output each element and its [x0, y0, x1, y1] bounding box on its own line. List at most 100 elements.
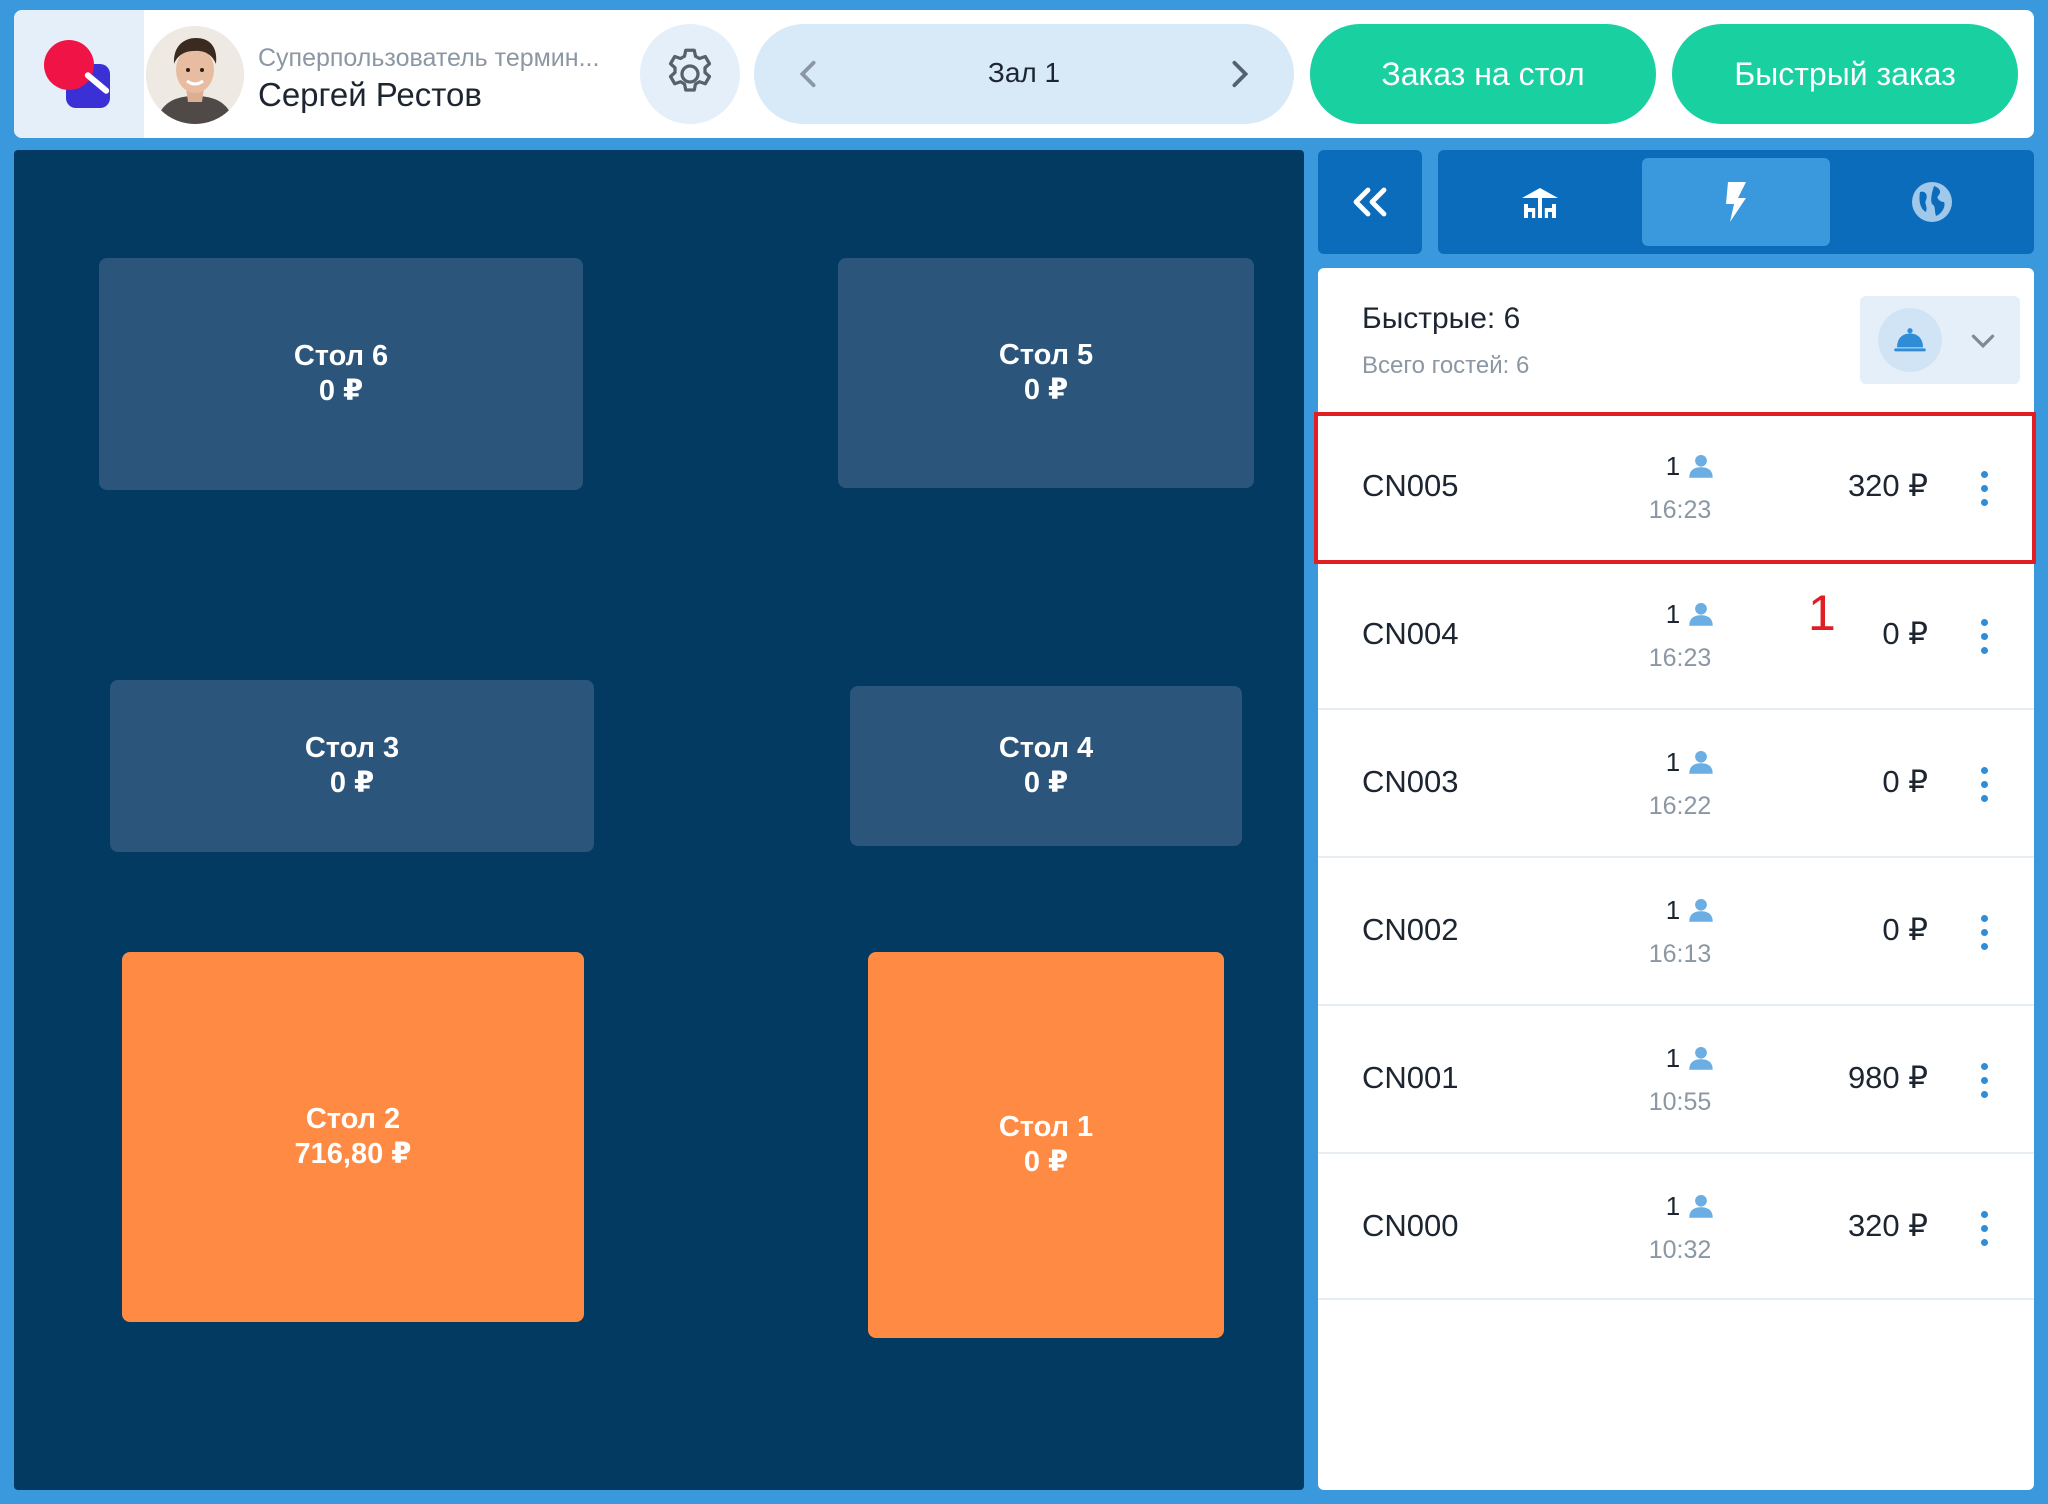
kebab-dot-icon	[1980, 498, 1988, 506]
tab-tables[interactable]	[1446, 158, 1634, 246]
order-id: CN005	[1362, 468, 1459, 503]
chevron-left-icon	[799, 60, 816, 88]
app-logo	[14, 10, 144, 138]
kebab-dot-icon	[1980, 618, 1988, 626]
guest-count: 1	[1665, 746, 1681, 777]
order-row-cn002[interactable]: CN002 1 16:13 0 ₽	[1318, 856, 2034, 1004]
kebab-dot-icon	[1980, 1090, 1988, 1098]
kebab-dot-icon	[1980, 632, 1988, 640]
order-guests: 1	[1630, 1188, 1750, 1224]
order-guests: 1	[1630, 1040, 1750, 1076]
globe-icon	[1912, 182, 1952, 222]
user-avatar[interactable]	[146, 26, 244, 124]
kebab-dot-icon	[1980, 794, 1988, 802]
order-sum: 0 ₽	[1882, 616, 1928, 651]
quick-order-button[interactable]: Быстрый заказ	[1672, 24, 2018, 124]
table-name: Стол 3	[304, 732, 400, 764]
chevron-down-icon	[1966, 324, 2000, 358]
order-id: CN001	[1362, 1060, 1459, 1095]
logo-circle	[44, 40, 94, 90]
order-menu-button[interactable]	[1972, 1048, 1996, 1112]
guest-count: 1	[1665, 598, 1681, 629]
lightning-icon	[1726, 182, 1746, 222]
person-icon	[1689, 1194, 1713, 1218]
table-name: Стол 6	[293, 340, 389, 372]
annotation-callout-number: 1	[1808, 585, 1836, 641]
double-chevron-left-icon	[1353, 187, 1387, 217]
table-name: Стол 5	[998, 339, 1094, 371]
settings-button[interactable]	[640, 24, 740, 124]
cloche-icon	[1878, 308, 1942, 372]
order-guests: 1	[1630, 744, 1750, 780]
order-sum: 980 ₽	[1847, 1060, 1928, 1095]
collapse-panel-button[interactable]	[1318, 150, 1422, 254]
table-amount: 0 ₽	[1023, 767, 1069, 799]
panel-tabs	[1438, 150, 2034, 254]
table-name: Стол 4	[998, 732, 1094, 764]
order-time: 16:22	[1648, 792, 1712, 820]
table-name: Стол 2	[305, 1103, 401, 1135]
table-2[interactable]: Стол 2 716,80 ₽	[122, 952, 584, 1322]
order-row-cn004[interactable]: CN004 1 16:23 0 ₽	[1318, 560, 2034, 708]
order-filter-dropdown[interactable]	[1860, 296, 2020, 384]
guest-count: 1	[1665, 1190, 1681, 1221]
order-id: CN000	[1362, 1208, 1459, 1243]
order-menu-button[interactable]	[1972, 604, 1996, 668]
order-menu-button[interactable]	[1972, 1196, 1996, 1260]
table-3[interactable]: Стол 3 0 ₽	[110, 680, 594, 852]
tab-web-orders[interactable]	[1838, 158, 2026, 246]
avatar-portrait-icon	[146, 26, 244, 124]
order-menu-button[interactable]	[1972, 456, 1996, 520]
table-1[interactable]: Стол 1 0 ₽	[868, 952, 1224, 1338]
order-sum: 0 ₽	[1882, 764, 1928, 799]
table-amount: 0 ₽	[1023, 1146, 1069, 1178]
order-guests: 1	[1630, 892, 1750, 928]
next-hall-button[interactable]	[1210, 44, 1270, 104]
kebab-dot-icon	[1980, 484, 1988, 492]
table-6[interactable]: Стол 6 0 ₽	[99, 258, 583, 490]
kebab-dot-icon	[1980, 646, 1988, 654]
kebab-dot-icon	[1980, 928, 1988, 936]
person-icon	[1689, 898, 1713, 922]
order-time: 16:13	[1648, 940, 1712, 968]
order-guests: 1	[1630, 448, 1750, 484]
hall-switcher: Зал 1	[754, 24, 1294, 124]
kebab-dot-icon	[1980, 942, 1988, 950]
order-time: 16:23	[1648, 644, 1712, 672]
guest-count: 1	[1665, 894, 1681, 925]
quick-orders-panel: Быстрые: 6 Всего гостей: 6 CN005 1	[1318, 268, 2034, 1490]
order-row-cn003[interactable]: CN003 1 16:22 0 ₽	[1318, 708, 2034, 856]
person-icon	[1689, 750, 1713, 774]
top-bar: Суперпользователь термин... Сергей Ресто…	[14, 10, 2034, 138]
order-menu-button[interactable]	[1972, 752, 1996, 816]
tab-quick-orders[interactable]	[1642, 158, 1830, 246]
table-amount: 0 ₽	[1023, 374, 1069, 406]
kebab-dot-icon	[1980, 914, 1988, 922]
table-4[interactable]: Стол 4 0 ₽	[850, 686, 1242, 846]
kebab-dot-icon	[1980, 1076, 1988, 1084]
table-order-button[interactable]: Заказ на стол	[1310, 24, 1656, 124]
user-role: Суперпользователь термин...	[258, 44, 600, 72]
order-row-cn001[interactable]: CN001 1 10:55 980 ₽	[1318, 1004, 2034, 1152]
kebab-dot-icon	[1980, 1238, 1988, 1246]
guest-count: 1	[1665, 450, 1681, 481]
order-id: CN004	[1362, 616, 1459, 651]
panel-title: Быстрые: 6	[1362, 302, 1521, 335]
order-sum: 320 ₽	[1847, 468, 1928, 503]
kebab-dot-icon	[1980, 766, 1988, 774]
order-id: CN002	[1362, 912, 1459, 947]
table-amount: 0 ₽	[329, 767, 375, 799]
order-time: 10:32	[1648, 1236, 1712, 1264]
order-sum: 320 ₽	[1847, 1208, 1928, 1243]
annotation-highlight-box	[1314, 412, 2036, 564]
guests-total: Всего гостей: 6	[1362, 352, 1530, 379]
kebab-dot-icon	[1980, 1210, 1988, 1218]
previous-hall-button[interactable]	[778, 44, 838, 104]
table-5[interactable]: Стол 5 0 ₽	[838, 258, 1254, 488]
order-menu-button[interactable]	[1972, 900, 1996, 964]
guest-count: 1	[1665, 1042, 1681, 1073]
user-name: Сергей Рестов	[258, 76, 482, 113]
order-row-cn000[interactable]: CN000 1 10:32 320 ₽	[1318, 1152, 2034, 1300]
tables-icon	[1522, 188, 1558, 218]
